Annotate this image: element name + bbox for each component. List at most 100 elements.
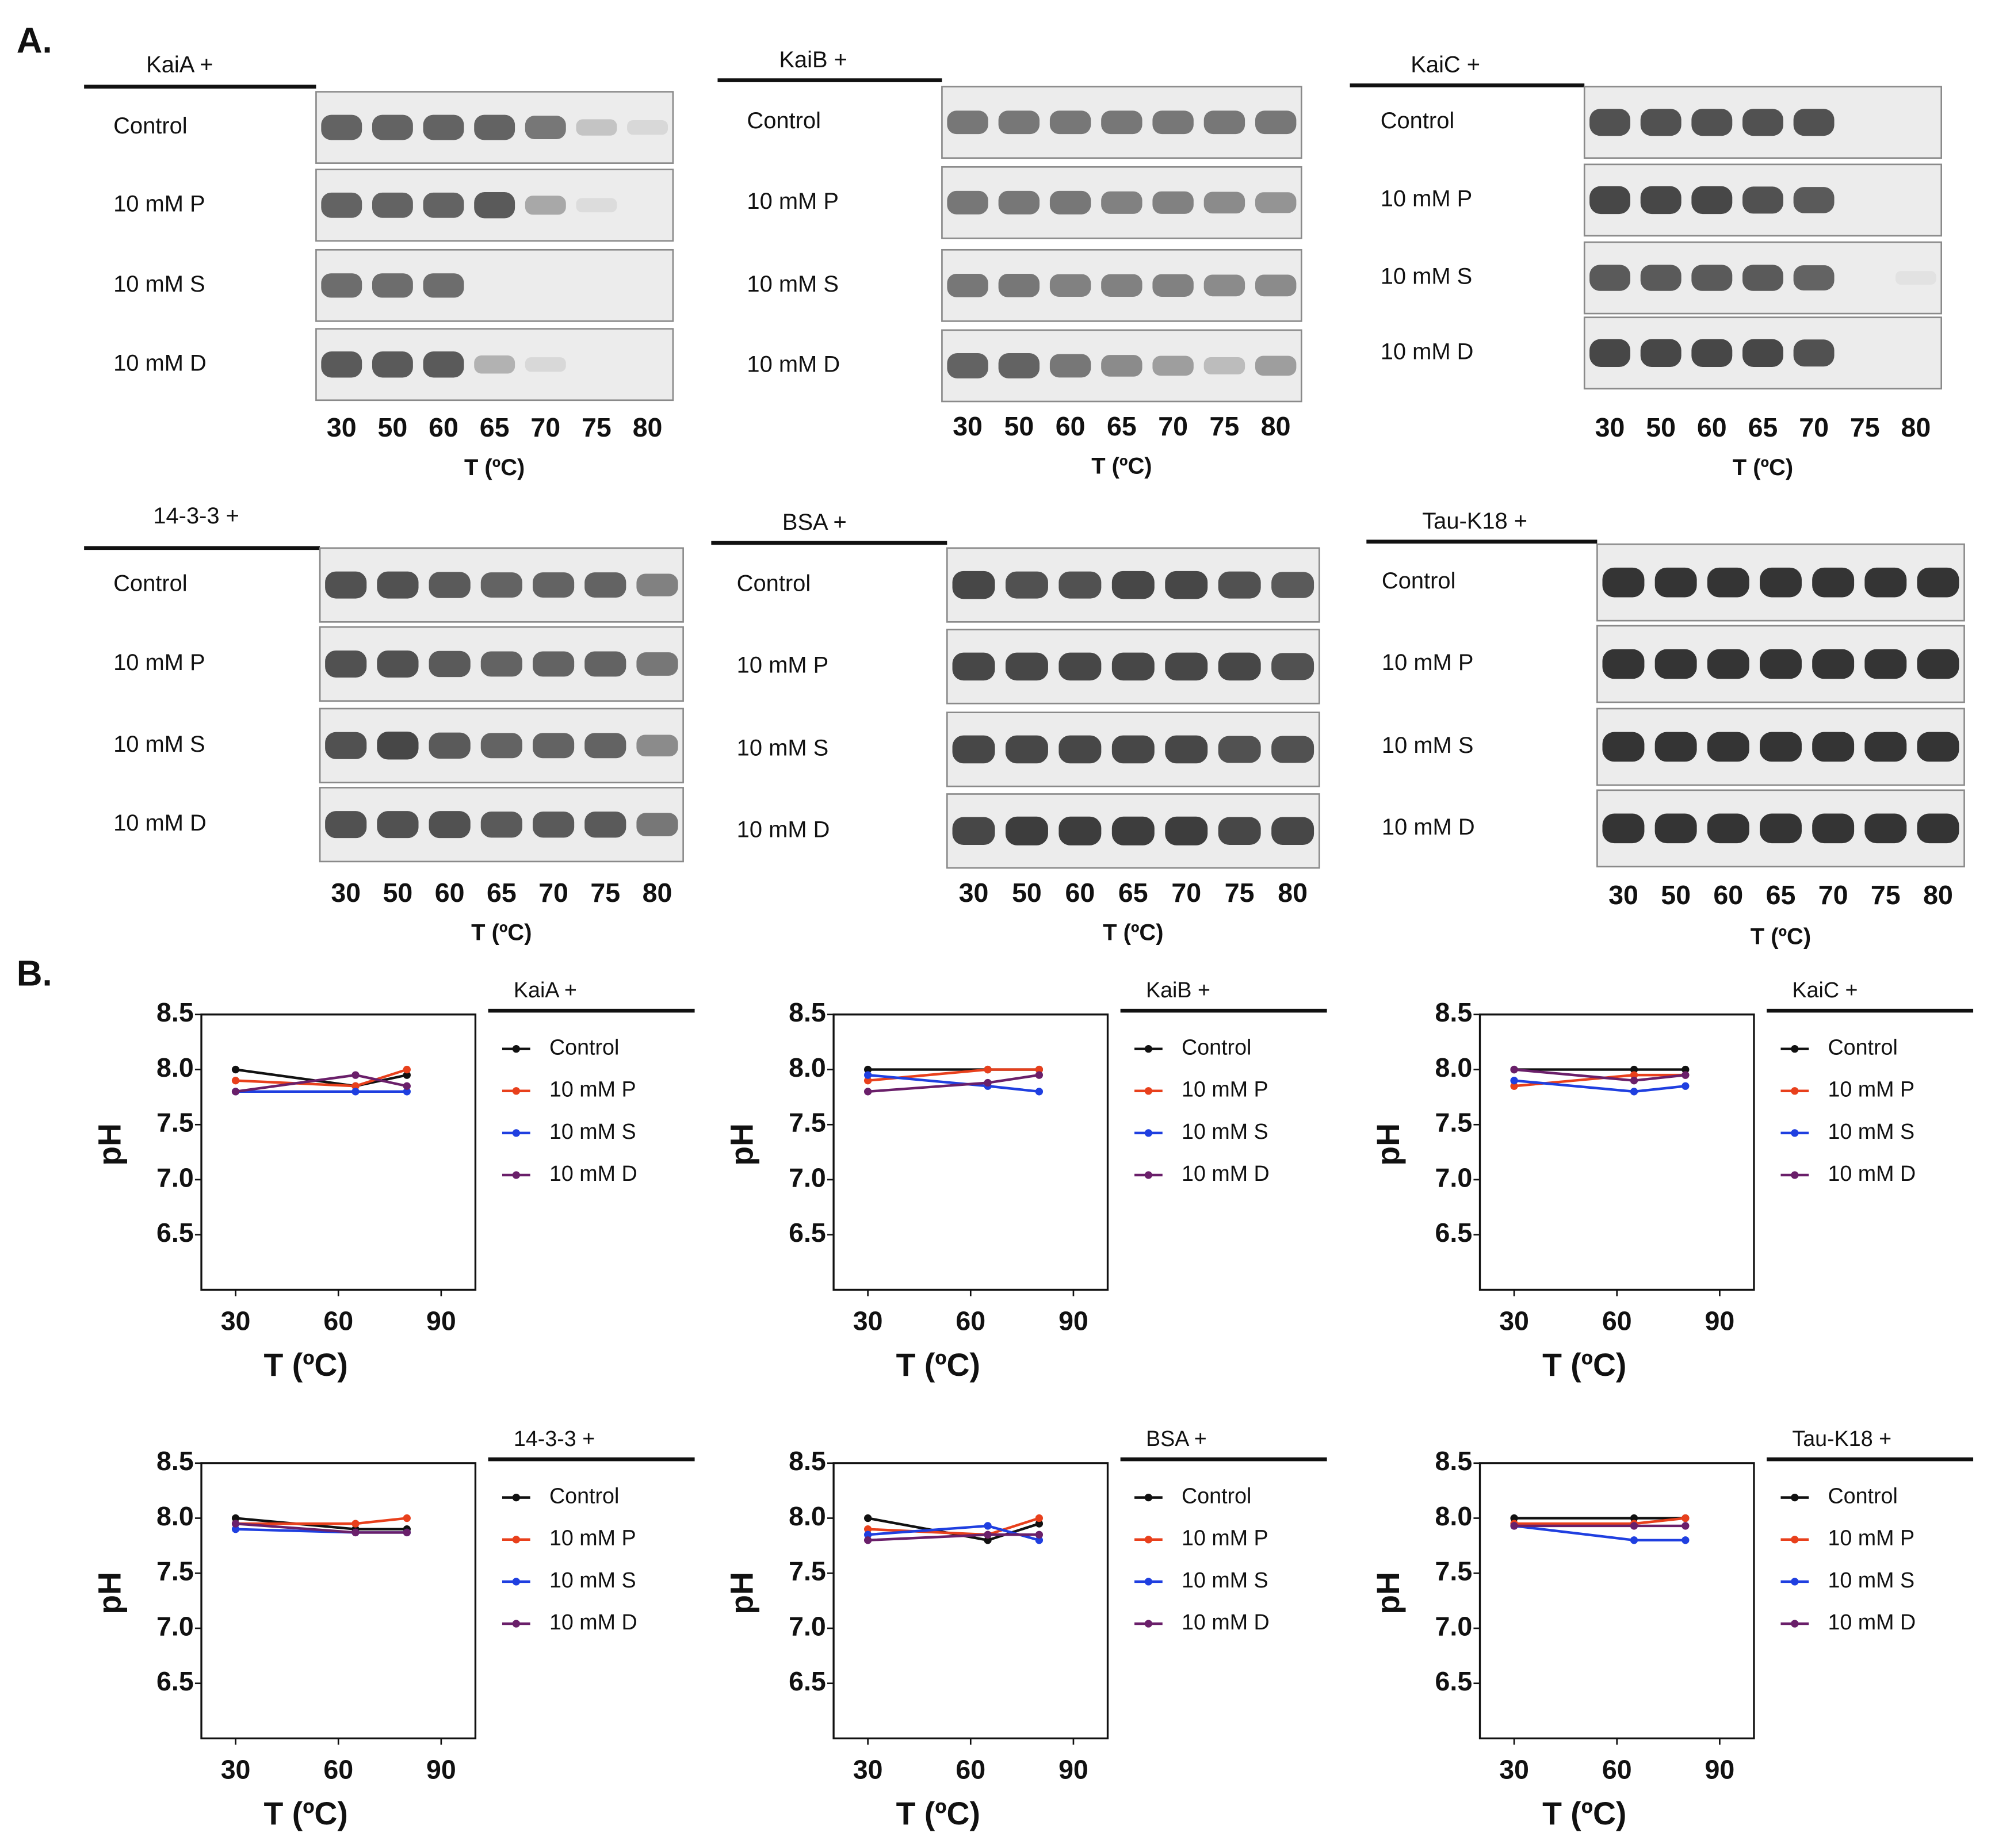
x-tick-label: 90 — [1058, 1754, 1088, 1784]
legend-label: 10 mM P — [1182, 1526, 1268, 1550]
lane-label: 50 — [1004, 411, 1034, 441]
y-tick-label: 8.5 — [1435, 1446, 1473, 1476]
x-tick-label: 90 — [1705, 1754, 1735, 1784]
legend-marker — [1791, 1045, 1799, 1053]
gel-band — [584, 651, 626, 677]
y-tick-label: 7.0 — [789, 1162, 826, 1192]
chart-title: KaiC + — [1792, 978, 1858, 1002]
legend-marker — [512, 1620, 520, 1628]
y-tick-label: 6.5 — [156, 1666, 194, 1696]
y-tick-label: 8.5 — [156, 997, 194, 1027]
chart-title: KaiB + — [1146, 978, 1210, 1002]
legend-label: 10 mM P — [549, 1526, 636, 1550]
y-tick-label: 7.5 — [1435, 1556, 1473, 1586]
row-label: Control — [1382, 568, 1456, 594]
gel-band — [576, 358, 617, 371]
data-point — [1035, 1514, 1044, 1522]
data-point — [231, 1088, 240, 1096]
gel-band — [1896, 194, 1936, 206]
gel-band — [474, 355, 515, 374]
gel-band — [1602, 649, 1645, 679]
y-tick-label: 7.5 — [789, 1556, 826, 1586]
gel-band — [952, 571, 995, 599]
data-point — [403, 1071, 411, 1079]
data-point — [984, 1522, 992, 1530]
data-point — [863, 1514, 872, 1522]
data-point — [1682, 1071, 1690, 1079]
x-tick-label: 90 — [1058, 1306, 1088, 1336]
data-point — [1630, 1077, 1638, 1085]
gel-band — [321, 273, 362, 298]
gel-band — [423, 273, 464, 298]
gel-band — [474, 114, 515, 140]
data-point — [1035, 1088, 1044, 1096]
gel-band — [636, 813, 678, 837]
legend-marker — [512, 1536, 520, 1544]
gel-band — [1742, 265, 1783, 291]
gel-band — [372, 192, 413, 218]
gel-band — [1742, 186, 1783, 214]
gel-band — [1589, 339, 1630, 368]
lane-label: 80 — [1278, 878, 1308, 908]
gel-band — [1058, 735, 1102, 764]
gel-band — [1255, 192, 1297, 213]
legend-label: Control — [549, 1484, 619, 1508]
gel-band — [998, 110, 1040, 135]
x-tick-label: 90 — [1705, 1306, 1735, 1336]
lane-label: 50 — [1661, 880, 1691, 910]
gel-band — [1760, 567, 1802, 598]
gel-band — [1812, 649, 1855, 679]
row-label: 10 mM P — [737, 652, 829, 678]
gel-band — [1255, 110, 1297, 135]
y-tick-label: 8.0 — [156, 1053, 194, 1082]
gel-band — [1760, 732, 1802, 762]
gel-band — [584, 572, 626, 598]
data-point — [863, 1525, 872, 1533]
data-point — [403, 1528, 411, 1537]
data-point — [1510, 1065, 1518, 1074]
gel-band — [429, 811, 471, 839]
gel-band — [1793, 339, 1835, 367]
gel-band — [1707, 649, 1749, 679]
gel-band — [1101, 191, 1142, 214]
y-tick-label: 8.5 — [156, 1446, 194, 1476]
lane-label: 80 — [1261, 411, 1291, 441]
gel-band — [1812, 567, 1855, 598]
row-label: 10 mM P — [1381, 186, 1473, 211]
lane-label: 65 — [1748, 412, 1778, 442]
row-label: 10 mM D — [737, 817, 830, 842]
legend-label: 10 mM D — [1828, 1610, 1916, 1634]
legend-label: Control — [549, 1035, 619, 1059]
x-axis-label: T (ºC) — [264, 1347, 348, 1383]
data-point — [1035, 1536, 1044, 1544]
y-tick-label: 7.5 — [156, 1556, 194, 1586]
data-point — [1682, 1522, 1690, 1530]
gel-band — [423, 114, 464, 140]
gel-band — [1640, 109, 1682, 136]
lane-label: 65 — [1107, 411, 1137, 441]
legend-label: 10 mM D — [1828, 1161, 1916, 1185]
data-point — [863, 1088, 872, 1096]
y-tick-label: 7.5 — [156, 1108, 194, 1138]
y-tick-label: 6.5 — [789, 1218, 826, 1248]
data-point — [1510, 1514, 1518, 1522]
legend-label: 10 mM P — [549, 1077, 636, 1101]
lane-label: 75 — [1210, 411, 1240, 441]
gel-band — [998, 190, 1040, 215]
row-label: 10 mM S — [747, 271, 839, 297]
x-axis-label: T (ºC) — [1103, 920, 1163, 946]
gel-band — [525, 196, 566, 215]
lane-label: 80 — [643, 878, 672, 908]
legend-label: 10 mM S — [549, 1119, 636, 1143]
gel-band — [1049, 110, 1091, 135]
gel-band — [1271, 736, 1314, 763]
gel-band — [1152, 355, 1194, 376]
lane-label: 60 — [1056, 411, 1086, 441]
gel-title: BSA + — [782, 510, 847, 535]
data-point — [984, 1078, 992, 1087]
gel-band — [1271, 572, 1314, 598]
y-axis-label: pH — [1370, 1123, 1406, 1166]
lane-label: 60 — [435, 878, 465, 908]
lane-label: 30 — [1608, 880, 1638, 910]
gel-band — [1049, 354, 1091, 378]
